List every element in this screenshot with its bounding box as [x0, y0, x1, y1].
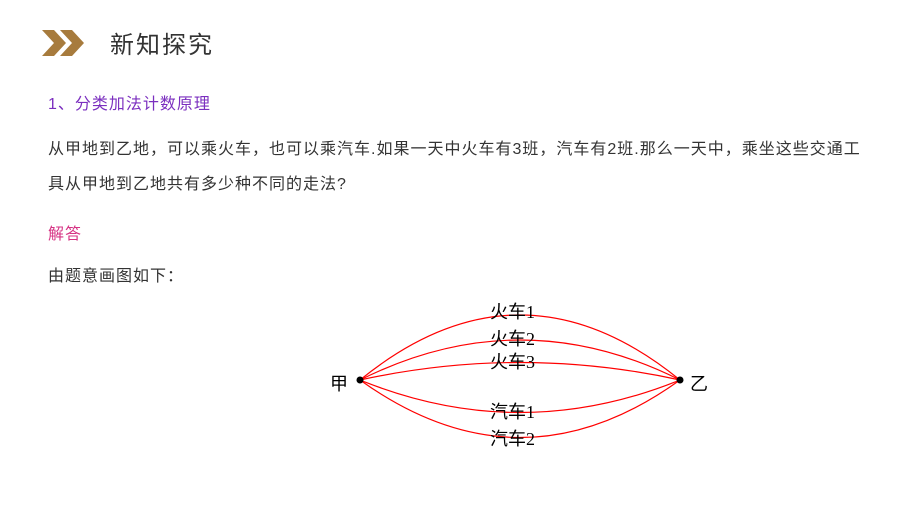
answer-label: 解答 [0, 202, 920, 244]
edge-label-4: 汽车1 [490, 398, 535, 424]
right-node-label: 乙 [690, 370, 708, 396]
section-heading: 1、分类加法计数原理 [0, 60, 920, 114]
edge-label-3: 火车3 [490, 348, 535, 374]
left-node-label: 甲 [330, 370, 348, 396]
slide-title: 新知探究 [110, 25, 214, 60]
chevron-icon [40, 28, 92, 58]
edge-label-1: 火车1 [490, 298, 535, 324]
edge-label-5: 汽车2 [490, 425, 535, 451]
slide-header: 新知探究 [0, 0, 920, 60]
route-diagram: 甲 乙 火车1 火车2 火车3 汽车1 汽车2 [300, 270, 720, 490]
problem-text: 从甲地到乙地，可以乘火车，也可以乘汽车.如果一天中火车有3班，汽车有2班.那么一… [0, 114, 920, 202]
